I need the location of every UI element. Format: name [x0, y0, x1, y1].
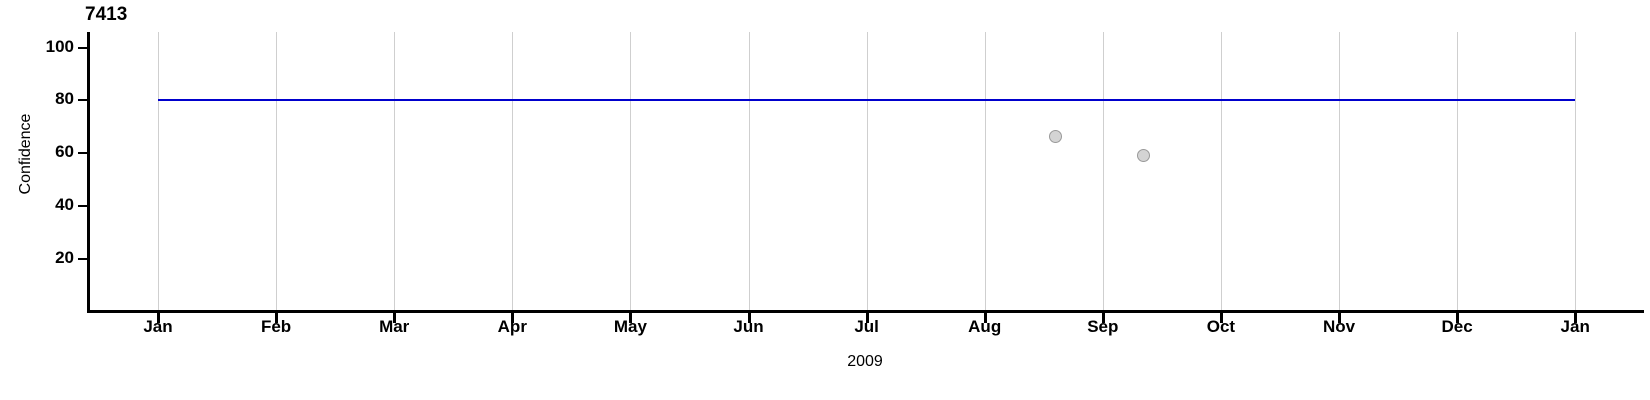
x-axis-line [87, 310, 1644, 313]
y-tick-label: 20 [55, 248, 74, 267]
x-tick-label: Jun [733, 317, 764, 336]
x-tick-mark [983, 313, 987, 323]
gridline [1575, 32, 1577, 310]
gridline [630, 32, 632, 310]
y-tick-label: 40 [55, 195, 74, 215]
gridline [984, 32, 986, 310]
gridline [512, 32, 514, 310]
x-tick-mark [157, 313, 160, 323]
y-axis-title: Confidence [17, 113, 34, 195]
x-tick-mark [865, 313, 869, 323]
x-tick-mark [275, 313, 279, 323]
x-tick-mark [1101, 313, 1105, 323]
y-tick-mark [78, 258, 89, 260]
y-tick-mark [78, 205, 89, 208]
y-tick-label: 80 [55, 89, 74, 109]
chart-title: 7413 [85, 4, 128, 25]
gridline [394, 32, 396, 310]
x-tick-mark [1574, 313, 1578, 323]
gridline [1339, 32, 1340, 310]
x-tick-mark [1219, 313, 1223, 323]
y-tick-label: 100 [45, 36, 74, 56]
x-tick-label: Jan [143, 317, 173, 336]
x-tick-label: Jul [854, 317, 879, 336]
gridline [158, 32, 159, 310]
x-tick-label: Sep [1087, 317, 1119, 336]
y-axis-tick-labels: 20 40 60 80 100 [10, 0, 74, 400]
gridline [1102, 32, 1104, 310]
x-tick-mark [747, 313, 751, 323]
y-tick-mark [78, 152, 89, 155]
x-tick-label: Nov [1322, 317, 1356, 336]
x-tick-label: May [613, 317, 647, 336]
x-tick-label: Dec [1441, 317, 1473, 336]
x-tick-mark [629, 313, 633, 323]
y-tick-mark [78, 99, 89, 102]
x-tick-mark [511, 313, 515, 323]
x-tick-label: Apr [497, 317, 527, 336]
y-tick-mark [78, 46, 89, 49]
x-axis-title: 2009 [847, 353, 883, 370]
gridline [866, 32, 868, 310]
x-tick-label: Jan [1560, 317, 1590, 336]
x-tick-label: Oct [1206, 317, 1236, 336]
confidence-threshold [158, 99, 1576, 102]
gridline [1220, 32, 1222, 310]
x-tick-mark [1338, 313, 1341, 323]
x-tick-label: Aug [968, 317, 1002, 336]
x-tick-mark [393, 313, 397, 323]
y-tick-label: 60 [55, 142, 74, 162]
x-tick-mark [1456, 313, 1460, 323]
x-tick-label: Mar [379, 317, 410, 336]
gridline [748, 32, 750, 310]
data-point[interactable] [1137, 148, 1151, 162]
gridline [276, 32, 278, 310]
y-axis-line [87, 32, 90, 311]
data-point[interactable] [1048, 130, 1062, 144]
gridline [1457, 32, 1459, 310]
x-tick-label: Feb [260, 317, 292, 336]
